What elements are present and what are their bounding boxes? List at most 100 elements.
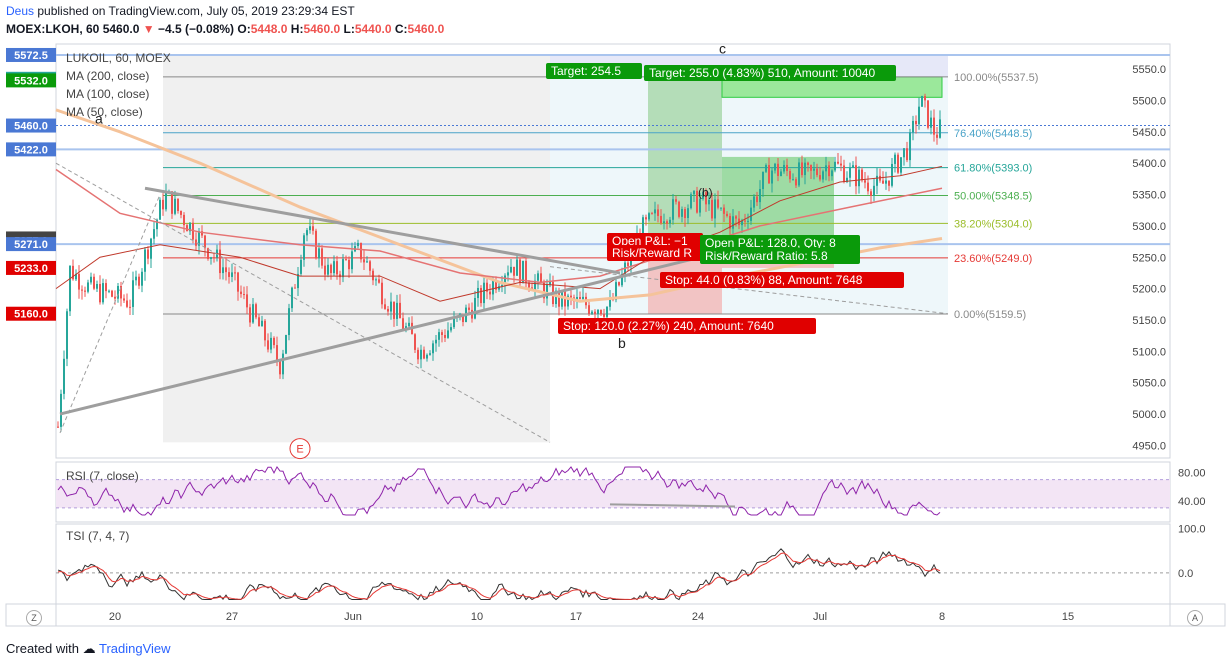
brand-link[interactable]: TradingView <box>99 641 171 656</box>
candle-body <box>507 272 509 276</box>
candle-body <box>198 231 200 246</box>
candle-body <box>591 311 593 314</box>
candle-body <box>120 285 122 299</box>
close-label: C: <box>394 22 408 36</box>
rsi-line <box>57 465 941 516</box>
candle-body <box>258 317 260 327</box>
candle-body <box>366 261 368 263</box>
auto-scale-button[interactable]: A <box>1187 610 1203 626</box>
candle-body <box>810 164 812 171</box>
candle-body <box>438 332 440 340</box>
y-tick-10: 5450.0 <box>1132 127 1166 139</box>
candle-body <box>285 335 287 354</box>
candle-body <box>690 194 692 209</box>
tsi-tick-1: 100.0 <box>1178 523 1206 535</box>
low-label: L: <box>343 22 355 36</box>
candle-body <box>825 165 827 172</box>
legend-ma200: MA (200, close) <box>66 69 149 83</box>
legend-ma100: MA (100, close) <box>66 87 149 101</box>
candle-body <box>246 294 248 308</box>
candle-body <box>828 165 830 177</box>
candle-body <box>651 213 653 215</box>
candle-body <box>618 282 620 286</box>
x-tick-4: 17 <box>570 611 582 623</box>
x-tick-8: 15 <box>1062 611 1074 623</box>
ma-50-line <box>55 165 943 302</box>
candle-body <box>180 211 182 215</box>
timezone-button[interactable]: Z <box>26 610 42 626</box>
candle-body <box>702 192 704 199</box>
candle-body <box>60 393 62 427</box>
y-tick-12: 5550.0 <box>1132 64 1166 76</box>
candle-body <box>492 280 494 295</box>
rsi-tick-1: 80.00 <box>1178 468 1206 480</box>
fib-label-3: 50.00%(5348.5) <box>954 190 1032 202</box>
x-tick-0: 20 <box>109 611 121 623</box>
candle-body <box>177 198 179 212</box>
candle-body <box>480 287 482 304</box>
open-value: 5448.0 <box>250 22 288 36</box>
candle-body <box>666 221 668 224</box>
candle-body <box>195 239 197 246</box>
price-tag-label-4: 5422.0 <box>14 144 48 156</box>
candle-body <box>273 337 275 346</box>
y-tick-6: 5250.0 <box>1132 252 1166 264</box>
candle-body <box>681 209 683 217</box>
candle-body <box>129 306 131 308</box>
candle-body <box>555 290 557 305</box>
candle-body <box>609 298 611 307</box>
candle-body <box>588 305 590 314</box>
candle-body <box>783 164 785 172</box>
candle-body <box>126 300 128 307</box>
candle-body <box>885 180 887 184</box>
candle-body <box>831 170 833 177</box>
candle-body <box>504 275 506 286</box>
candle-body <box>330 264 332 274</box>
position-1-risk-reward-bg <box>607 245 703 261</box>
candle-body <box>156 219 158 230</box>
candle-body <box>768 165 770 184</box>
candle-body <box>189 222 191 232</box>
candle-body <box>642 217 644 243</box>
price-tag-9 <box>6 306 56 321</box>
candle-body <box>69 265 71 312</box>
candle-body <box>183 214 185 226</box>
candle-body <box>882 180 884 184</box>
candle-body <box>798 162 800 186</box>
candle-body <box>162 199 164 210</box>
symbol-line: MOEX:LKOH, 60 5460.0 ▼ −4.5 (−0.08%) O:5… <box>6 22 444 36</box>
candle-body <box>147 249 149 259</box>
price-tag-3 <box>6 118 56 133</box>
tradingview-logo-icon: ☁ <box>82 641 96 656</box>
position-1-target-bg <box>546 63 642 79</box>
candle-body <box>288 308 290 336</box>
trendline-lower <box>59 255 701 416</box>
candle-body <box>468 307 470 310</box>
candle-body <box>240 291 242 295</box>
candle-body <box>153 229 155 239</box>
candle-body <box>519 259 521 284</box>
price-tag-label-0: 5572.5 <box>14 50 48 62</box>
candle-body <box>276 345 278 361</box>
event-marker-icon <box>289 438 311 460</box>
fib-label-5: 23.60%(5249.0) <box>954 253 1032 265</box>
candle-body <box>705 192 707 205</box>
author-name[interactable]: Deus <box>6 4 35 18</box>
candle-body <box>669 219 671 224</box>
candle-body <box>762 171 764 190</box>
candle-body <box>663 221 665 224</box>
candle-body <box>444 334 446 338</box>
close-value: 5460.0 <box>407 22 445 36</box>
publish-line: Deus published on TradingView.com, July … <box>6 4 355 18</box>
candle-body <box>87 282 89 292</box>
candle-body <box>282 353 284 375</box>
y-tick-3: 5100.0 <box>1132 346 1166 358</box>
candle-body <box>795 179 797 186</box>
candle-body <box>711 199 713 219</box>
price-tag-7 <box>6 237 56 252</box>
candle-body <box>201 231 203 236</box>
wave-label-b: b <box>618 335 626 351</box>
time-axis <box>55 603 1171 627</box>
candle-body <box>171 191 173 214</box>
